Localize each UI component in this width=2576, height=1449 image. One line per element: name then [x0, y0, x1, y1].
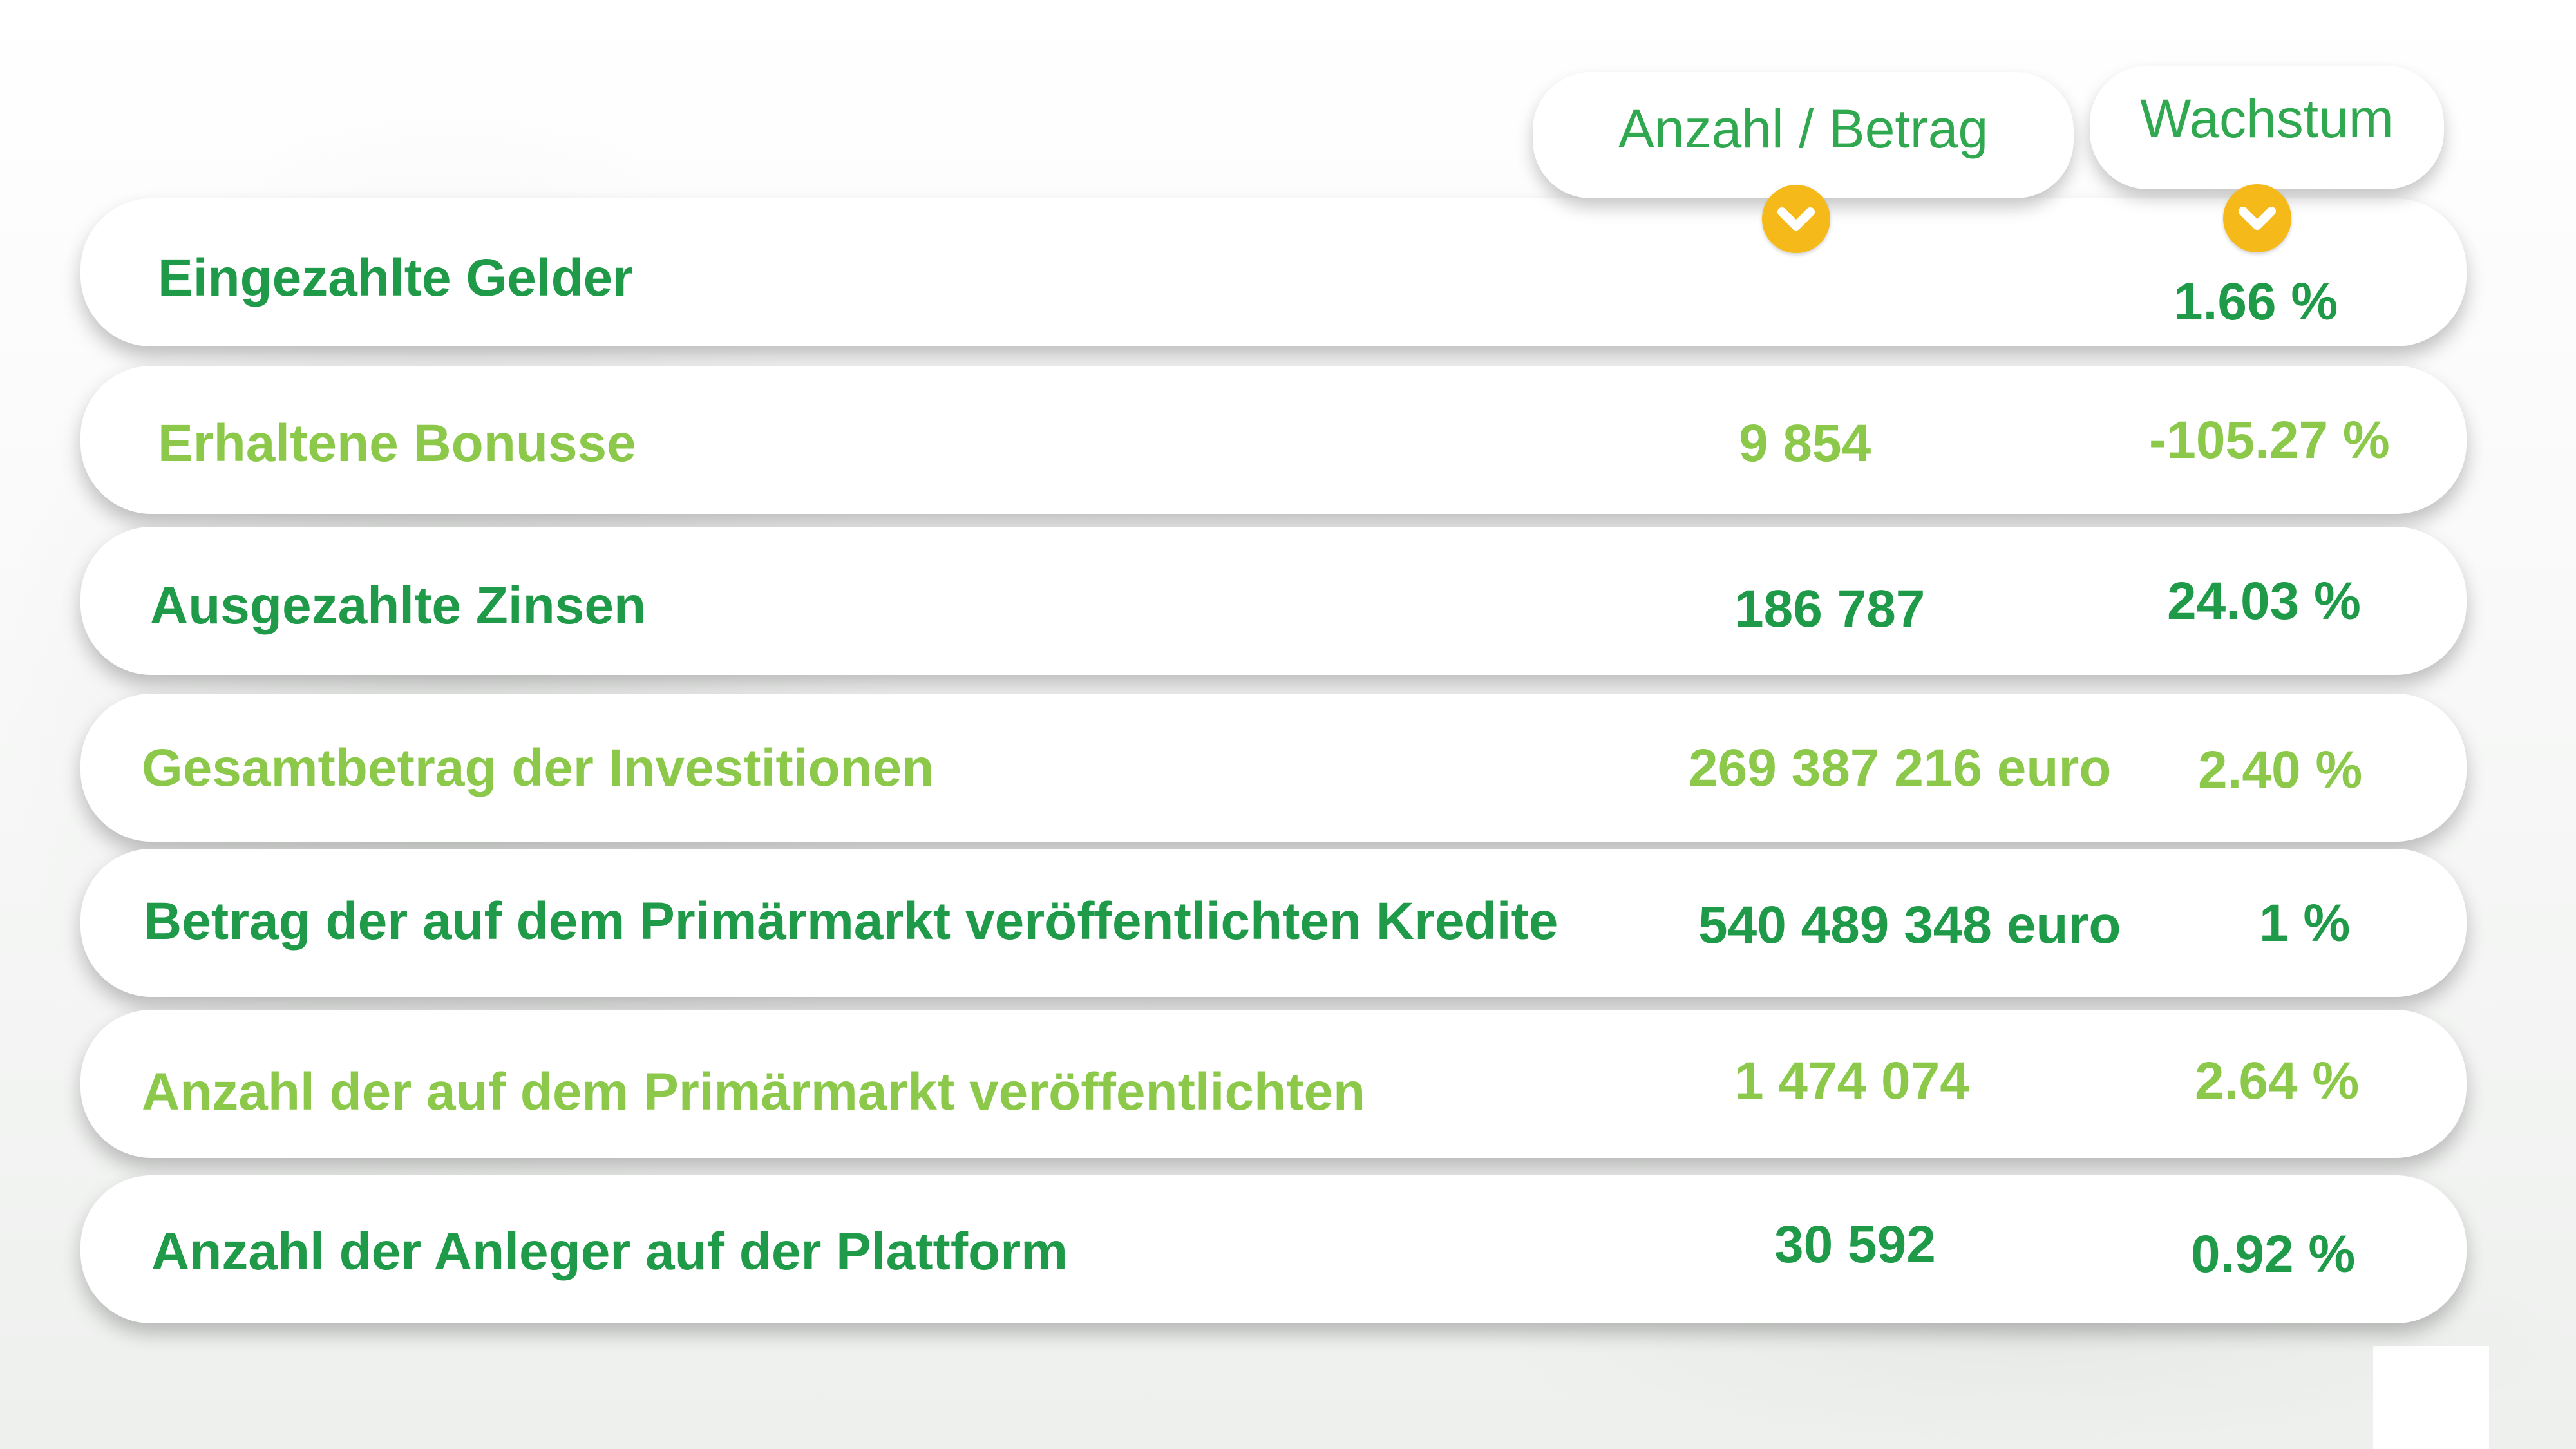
stat-growth: 1.66 %	[2174, 272, 2338, 331]
stat-row-total-investments: Gesamtbetrag der Investitionen 269 387 2…	[80, 694, 2467, 842]
stat-row-published-loans-count: Anzahl der auf dem Primärmarkt veröffent…	[80, 1010, 2467, 1158]
stat-growth: 2.40 %	[2198, 741, 2363, 799]
stat-growth: 1 %	[2259, 894, 2351, 952]
stat-amount: 30 592	[1774, 1215, 1936, 1274]
stat-amount: 540 489 348 euro	[1698, 896, 2121, 954]
chevron-down-icon[interactable]	[2223, 184, 2291, 252]
stat-amount: 9 854	[1739, 414, 1871, 473]
column-header-amount-label: Anzahl / Betrag	[1618, 98, 1989, 159]
column-header-growth-label: Wachstum	[2140, 88, 2394, 149]
stat-label: Anzahl der auf dem Primärmarkt veröffent…	[142, 1063, 1366, 1121]
stat-label: Anzahl der Anleger auf der Plattform	[151, 1222, 1068, 1281]
background-patch	[2373, 1346, 2489, 1449]
stat-label: Ausgezahlte Zinsen	[150, 576, 647, 635]
stat-growth: 24.03 %	[2167, 572, 2361, 630]
stat-row-published-loans-amount: Betrag der auf dem Primärmarkt veröffent…	[80, 849, 2467, 997]
stat-label: Eingezahlte Gelder	[158, 249, 634, 307]
stat-growth: -105.27 %	[2149, 411, 2390, 469]
column-header-amount[interactable]: Anzahl / Betrag	[1533, 72, 2074, 198]
stat-row-received-bonuses: Erhaltene Bonusse 9 854 -105.27 %	[80, 366, 2467, 514]
stat-growth: 0.92 %	[2191, 1225, 2356, 1283]
stat-row-investors-count: Anzahl der Anleger auf der Plattform 30 …	[80, 1175, 2467, 1323]
chevron-down-icon[interactable]	[1762, 185, 1830, 253]
stat-growth: 2.64 %	[2195, 1052, 2360, 1110]
stat-amount: 186 787	[1734, 580, 1926, 638]
stat-row-deposited-funds: Eingezahlte Gelder 1.66 %	[80, 198, 2467, 346]
stat-amount: 1 474 074	[1734, 1052, 1969, 1110]
stat-row-paid-interest: Ausgezahlte Zinsen 186 787 24.03 %	[80, 527, 2467, 675]
stat-label: Gesamtbetrag der Investitionen	[142, 739, 934, 797]
stat-amount: 269 387 216 euro	[1689, 739, 2112, 797]
column-header-growth[interactable]: Wachstum	[2090, 66, 2444, 189]
stat-label: Betrag der auf dem Primärmarkt veröffent…	[144, 892, 1558, 951]
stat-label: Erhaltene Bonusse	[158, 414, 636, 473]
